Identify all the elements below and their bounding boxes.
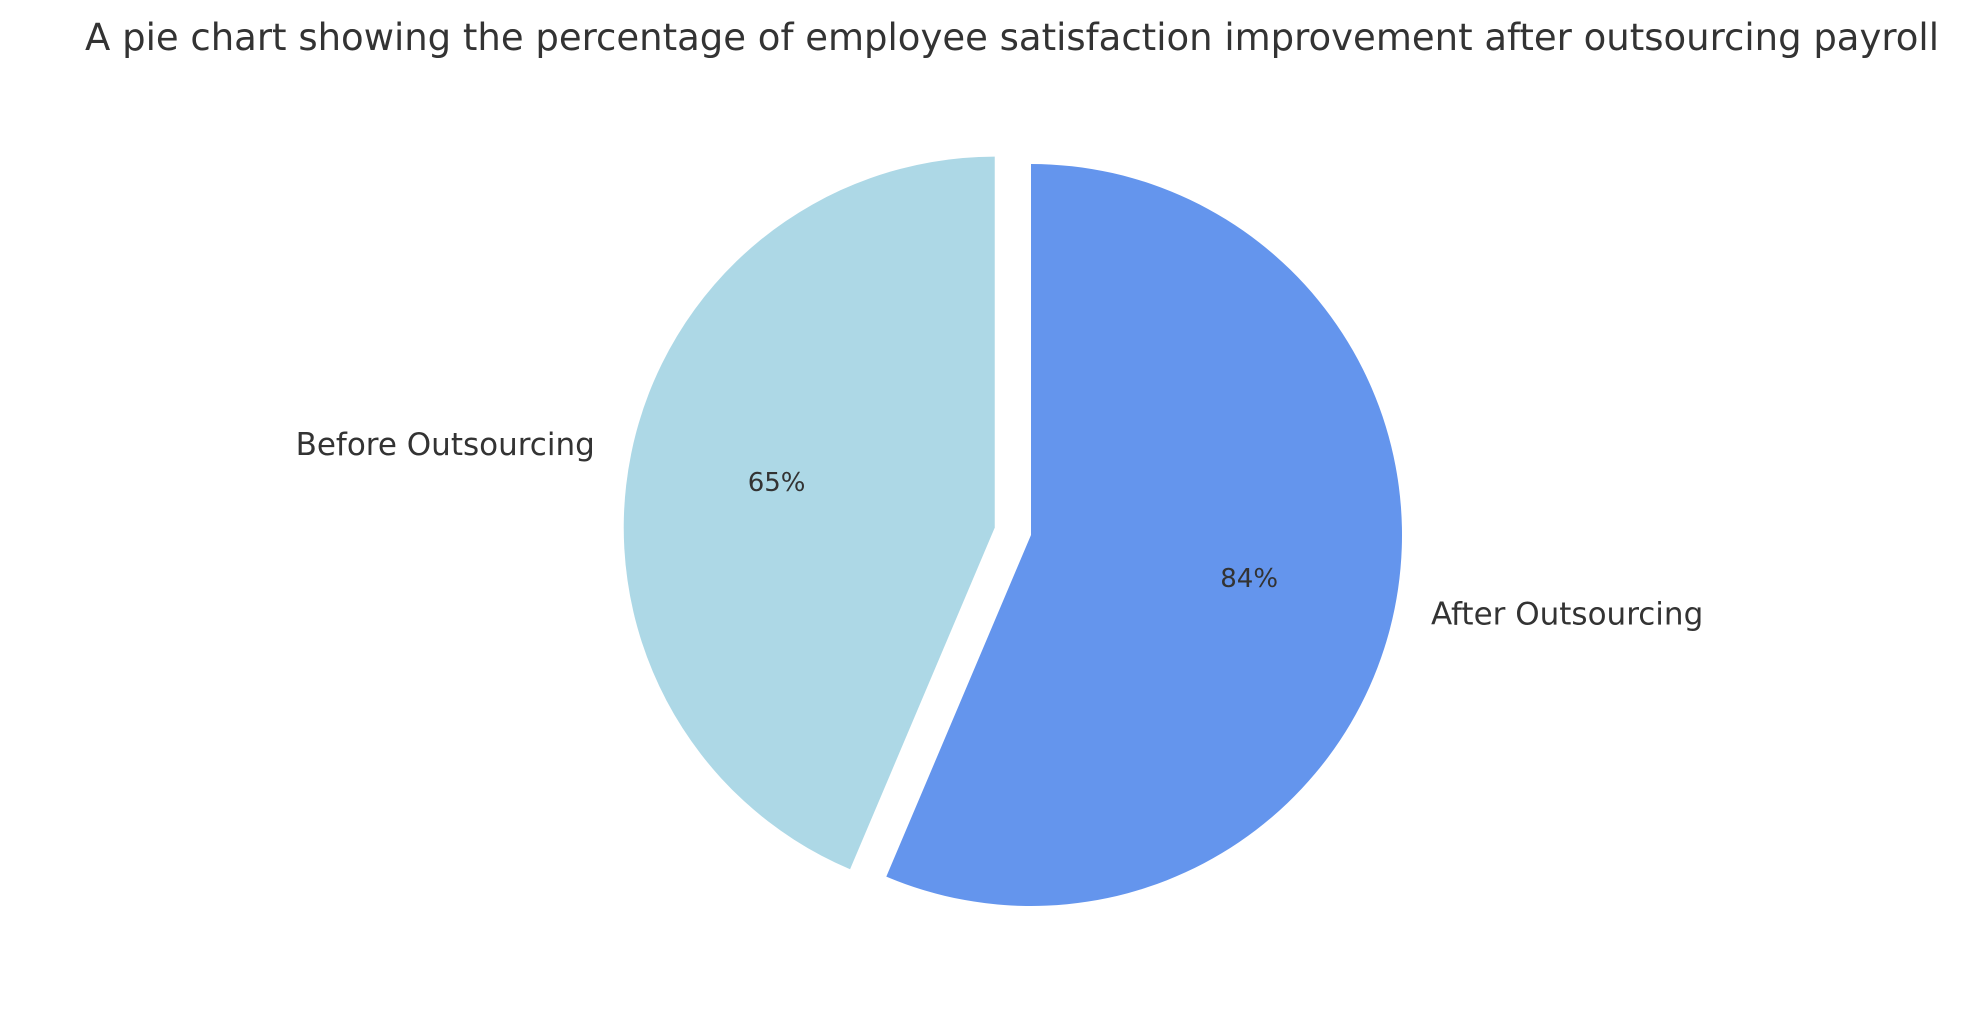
chart-title: A pie chart showing the percentage of em… — [85, 16, 1939, 59]
slice-label-before-outsourcing: Before Outsourcing — [296, 427, 595, 463]
pie-slice-before-outsourcing — [623, 156, 995, 870]
labels-layer: 65% Before Outsourcing 84% After Outsourcin… — [296, 427, 1704, 633]
pie-slice-after-outsourcing — [886, 164, 1403, 907]
slices-layer — [623, 156, 1403, 907]
slice-label-after-outsourcing: After Outsourcing — [1431, 597, 1703, 633]
pct-label-after-outsourcing: 84% — [1220, 564, 1278, 594]
pct-label-before-outsourcing: 65% — [748, 468, 806, 498]
